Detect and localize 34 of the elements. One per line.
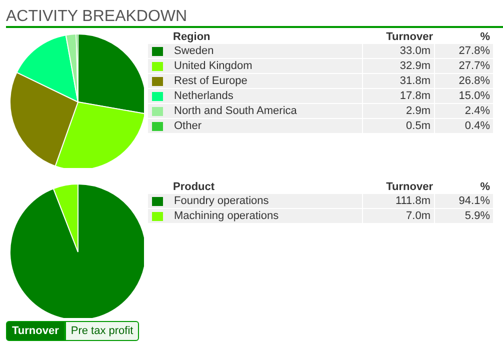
legend-label: Rest of Europe <box>173 74 248 88</box>
legend-label: Machining operations <box>173 209 280 224</box>
text: Turnover <box>385 180 434 194</box>
text: Turnover <box>385 30 434 44</box>
data-label: 33.0m <box>362 44 434 58</box>
text: % <box>479 30 491 44</box>
data-label: 32.9m <box>362 58 434 74</box>
data-label: 2.9m <box>362 104 434 118</box>
data-label: 7.0m <box>362 208 434 224</box>
legend-label: Netherlands <box>173 89 234 104</box>
legend-label: North and South America <box>173 104 298 118</box>
data-label: 17.8m <box>362 88 434 104</box>
data-label: 31.8m <box>362 74 434 88</box>
text: 0.4% <box>434 118 493 134</box>
text: 27.7% <box>434 58 493 74</box>
legend-label: Foundry operations <box>173 194 270 208</box>
pie-slice <box>10 184 144 318</box>
toggle-button: Pre tax profit <box>64 321 140 341</box>
text: 5.9% <box>434 208 493 224</box>
text: 94.1% <box>434 194 493 208</box>
text: % <box>479 180 491 194</box>
legend-label: Other <box>173 119 203 134</box>
text: 26.8% <box>434 74 493 88</box>
legend-label: Sweden <box>173 44 215 58</box>
legend-label: United Kingdom <box>173 59 254 74</box>
text: 15.0% <box>434 88 493 104</box>
data-label: 111.8m <box>362 194 434 208</box>
legend-title: Region <box>172 30 212 44</box>
legend-title: Product <box>172 180 216 194</box>
chart-title: ACTIVITY BREAKDOWN <box>6 8 503 28</box>
text: 2.4% <box>434 104 493 118</box>
toggle-button: Turnover <box>6 321 65 341</box>
data-label: 0.5m <box>362 118 434 134</box>
text: 27.8% <box>434 44 493 58</box>
